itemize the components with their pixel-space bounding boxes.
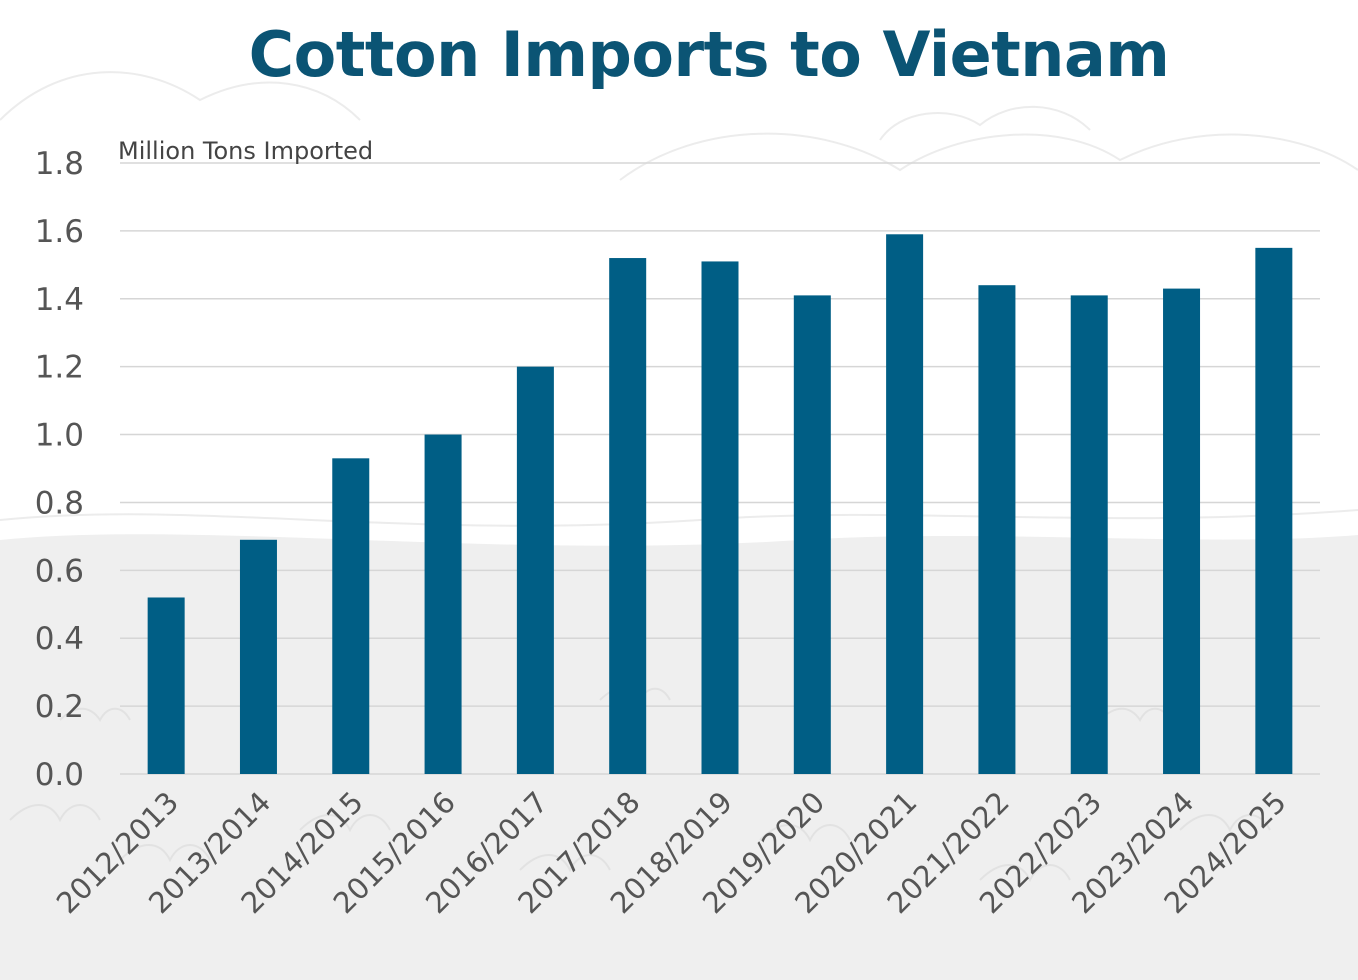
y-tick-label: 1.0 bbox=[35, 418, 84, 454]
bar-2017-2018 bbox=[609, 258, 647, 774]
y-axis-ticks: 0.0 0.2 0.4 0.6 0.8 1.0 1.2 1.4 1.6 1.8 bbox=[35, 146, 84, 793]
y-tick-label: 0.4 bbox=[35, 621, 84, 657]
bar-2014-2015 bbox=[332, 458, 370, 774]
bar-2023-2024 bbox=[1163, 288, 1201, 774]
bar-2021-2022 bbox=[978, 285, 1016, 774]
bar-2018-2019 bbox=[701, 261, 739, 774]
bars bbox=[147, 234, 1293, 775]
bar-2013-2014 bbox=[239, 539, 277, 774]
y-tick-label: 1.6 bbox=[35, 214, 84, 250]
y-tick-label: 0.0 bbox=[35, 757, 84, 793]
bar-2024-2025 bbox=[1255, 247, 1293, 775]
x-axis-ticks: 2012/20132013/20142014/20152015/20162016… bbox=[50, 785, 1293, 920]
bar-2019-2020 bbox=[793, 295, 831, 774]
y-tick-label: 0.8 bbox=[35, 485, 84, 521]
bar-2012-2013 bbox=[147, 597, 185, 774]
y-tick-label: 1.8 bbox=[35, 146, 84, 182]
bar-2015-2016 bbox=[424, 434, 462, 774]
bar-2020-2021 bbox=[886, 234, 924, 775]
chart-title: Cotton Imports to Vietnam bbox=[248, 18, 1170, 91]
bar-2016-2017 bbox=[516, 366, 554, 774]
y-tick-label: 1.2 bbox=[35, 350, 84, 386]
y-tick-label: 1.4 bbox=[35, 282, 84, 318]
y-axis-label: Million Tons Imported bbox=[118, 137, 373, 165]
y-tick-label: 0.6 bbox=[35, 553, 84, 589]
y-tick-label: 0.2 bbox=[35, 689, 84, 725]
bar-2022-2023 bbox=[1070, 295, 1108, 774]
